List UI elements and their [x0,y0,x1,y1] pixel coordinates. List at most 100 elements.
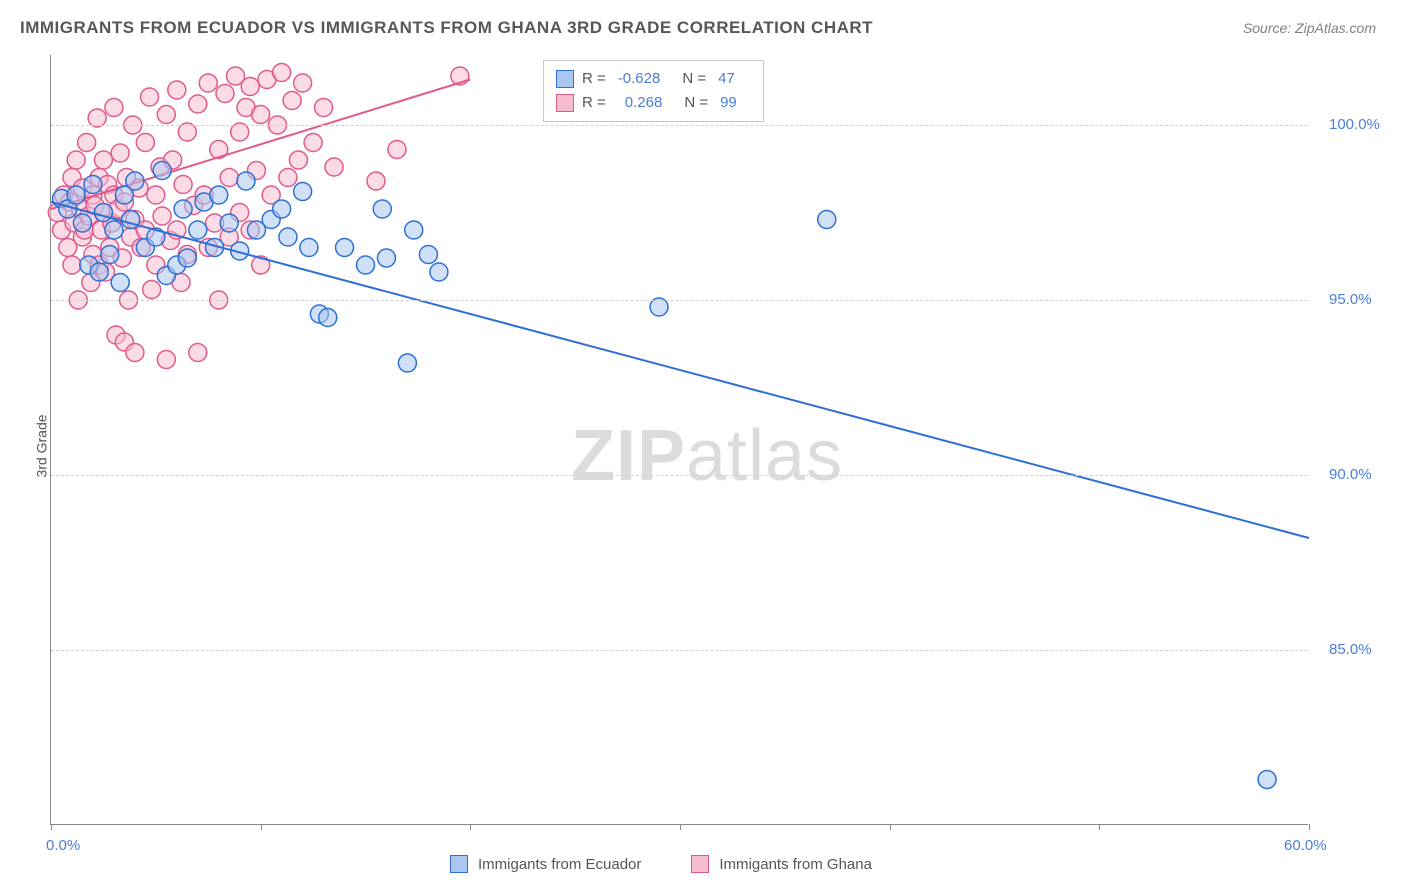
legend-swatch-ecuador [556,70,574,88]
y-tick-label: 90.0% [1329,466,1372,483]
stats-legend-row-2: R = 0.268 N = 99 [556,91,751,115]
scatter-point [153,207,171,225]
grid-line [51,125,1308,126]
scatter-point [111,274,129,292]
scatter-point [367,172,385,190]
scatter-point [398,354,416,372]
y-axis-label: 3rd Grade [34,414,50,477]
series-label-ecuador: Immigants from Ecuador [478,856,641,873]
r-label: R = [582,67,606,91]
scatter-point [111,144,129,162]
x-tick [470,824,471,830]
x-tick [890,824,891,830]
x-tick-label: 60.0% [1284,837,1327,854]
scatter-point [294,183,312,201]
scatter-point [153,162,171,180]
scatter-point [300,239,318,257]
scatter-point [319,309,337,327]
grid-line [51,475,1308,476]
scatter-point [373,200,391,218]
n-label: N = [682,67,706,91]
scatter-point [126,344,144,362]
plot-svg [51,55,1308,824]
scatter-point [430,263,448,281]
scatter-point [143,281,161,299]
scatter-point [388,141,406,159]
scatter-point [220,169,238,187]
scatter-point [216,85,234,103]
scatter-point [73,214,91,232]
scatter-point [283,92,301,110]
scatter-point [189,344,207,362]
scatter-point [141,88,159,106]
stats-legend: R = -0.628 N = 47 R = 0.268 N = 99 [543,60,764,122]
y-tick-label: 85.0% [1329,641,1372,658]
r-value-ecuador: -0.628 [618,67,661,91]
scatter-point [1258,771,1276,789]
scatter-point [136,134,154,152]
x-tick [1309,824,1310,830]
bottom-legend: Immigants from Ecuador Immigants from Gh… [450,855,872,873]
scatter-point [336,239,354,257]
scatter-point [157,106,175,124]
scatter-point [189,95,207,113]
y-tick-label: 95.0% [1329,291,1372,308]
grid-line [51,650,1308,651]
scatter-point [105,221,123,239]
scatter-point [210,186,228,204]
scatter-point [315,99,333,117]
grid-line [51,300,1308,301]
chart-title: IMMIGRANTS FROM ECUADOR VS IMMIGRANTS FR… [20,18,873,38]
x-tick [680,824,681,830]
scatter-point [294,74,312,92]
n-value-ghana: 99 [720,91,737,115]
scatter-point [147,186,165,204]
scatter-point [67,151,85,169]
series-label-ghana: Immigants from Ghana [719,856,872,873]
regression-line [51,202,1309,538]
r-label: R = [582,91,606,115]
scatter-point [279,228,297,246]
scatter-point [90,263,108,281]
scatter-point [178,249,196,267]
scatter-point [174,176,192,194]
scatter-point [94,204,112,222]
n-value-ecuador: 47 [718,67,735,91]
stats-legend-row-1: R = -0.628 N = 47 [556,67,751,91]
scatter-point [63,256,81,274]
scatter-point [419,246,437,264]
scatter-point [252,106,270,124]
scatter-point [273,200,291,218]
legend-swatch-ghana [556,94,574,112]
scatter-point [405,221,423,239]
scatter-point [220,214,238,232]
x-tick [51,824,52,830]
scatter-point [273,64,291,82]
scatter-point [325,158,343,176]
scatter-point [157,351,175,369]
scatter-point [241,78,259,96]
scatter-point [94,151,112,169]
scatter-point [174,200,192,218]
scatter-point [101,246,119,264]
x-tick [1099,824,1100,830]
scatter-point [289,151,307,169]
scatter-point [199,74,217,92]
scatter-point [168,81,186,99]
r-value-ghana: 0.268 [618,91,663,115]
scatter-point [126,172,144,190]
scatter-point [377,249,395,267]
n-label: N = [684,91,708,115]
y-tick-label: 100.0% [1329,116,1380,133]
source-attribution: Source: ZipAtlas.com [1243,20,1376,36]
legend-swatch-ecuador-bottom [450,855,468,873]
plot-area: ZIPatlas 85.0%90.0%95.0%100.0%0.0%60.0% [50,55,1308,825]
scatter-point [304,134,322,152]
x-tick-label: 0.0% [46,837,80,854]
scatter-point [105,99,123,117]
scatter-point [78,134,96,152]
scatter-point [818,211,836,229]
scatter-point [357,256,375,274]
scatter-point [67,186,85,204]
scatter-point [279,169,297,187]
